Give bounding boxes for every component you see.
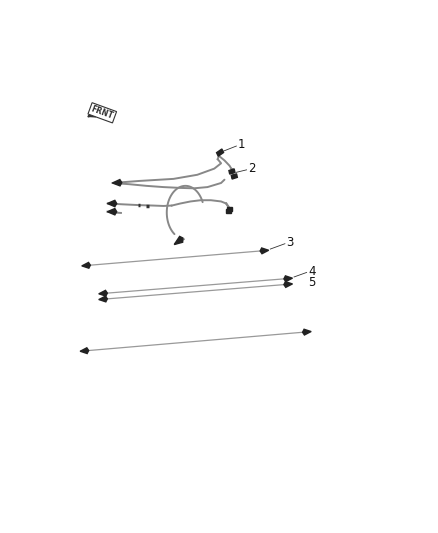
Polygon shape: [82, 262, 90, 268]
Bar: [231, 174, 237, 179]
Polygon shape: [80, 348, 88, 353]
Bar: [227, 207, 233, 211]
Text: 1: 1: [238, 138, 246, 151]
Polygon shape: [303, 329, 311, 335]
Text: 4: 4: [308, 265, 316, 278]
Polygon shape: [107, 200, 117, 207]
Bar: [229, 169, 235, 174]
Bar: [216, 149, 223, 156]
Polygon shape: [113, 180, 122, 186]
Polygon shape: [284, 281, 293, 287]
Bar: [226, 209, 231, 213]
Text: 3: 3: [286, 237, 294, 249]
Polygon shape: [174, 237, 183, 245]
Text: FRNT: FRNT: [90, 104, 115, 121]
Text: 2: 2: [248, 162, 256, 175]
Polygon shape: [99, 296, 107, 302]
Polygon shape: [260, 248, 268, 254]
Polygon shape: [284, 276, 293, 281]
Polygon shape: [107, 208, 117, 215]
Text: 5: 5: [308, 276, 316, 289]
Polygon shape: [99, 290, 107, 296]
